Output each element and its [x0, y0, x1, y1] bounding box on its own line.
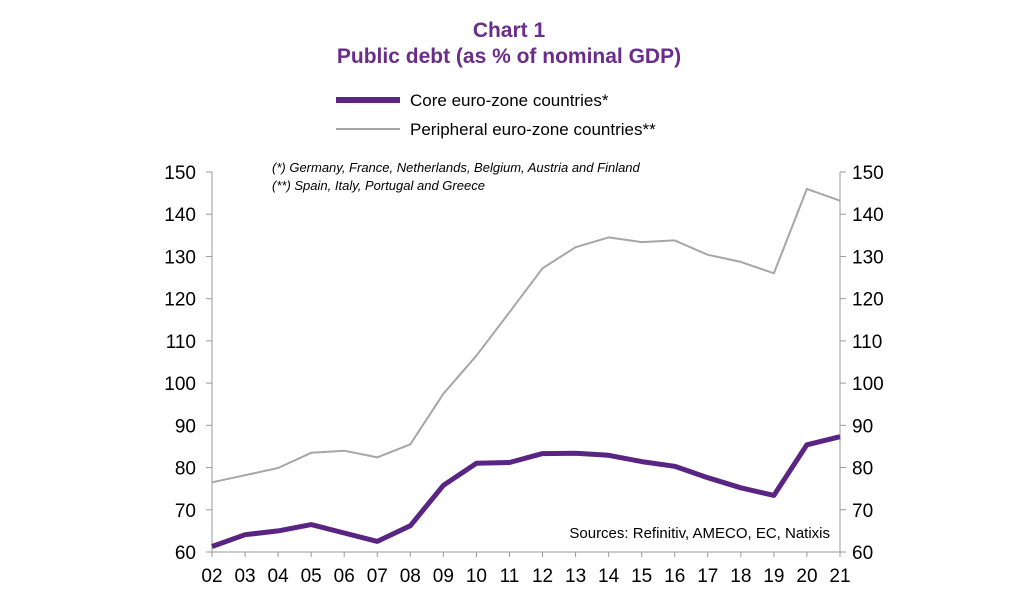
x-tick-label: 05 — [301, 566, 322, 587]
y-tick-label-right: 100 — [852, 374, 884, 395]
x-tick-label: 10 — [466, 566, 487, 587]
note-peripheral: (**) Spain, Italy, Portugal and Greece — [272, 178, 485, 193]
x-tick-label: 08 — [400, 566, 421, 587]
note-core: (*) Germany, France, Netherlands, Belgiu… — [272, 160, 641, 175]
y-axis-left-ticks: 60 70 80 90 100 110 120 130 140 150 — [164, 163, 212, 564]
y-tick-label-left: 120 — [164, 290, 196, 311]
x-axis-ticks: 02 03 04 05 06 07 08 09 10 11 12 13 14 15 16 17 18 19 20 21 — [201, 552, 851, 587]
source-note: Sources: Refinitiv, AMECO, EC, Natixis — [569, 525, 830, 542]
x-tick-label: 04 — [268, 566, 290, 587]
y-tick-label-left: 80 — [175, 459, 196, 480]
x-tick-label: 07 — [367, 566, 388, 587]
x-tick-label: 18 — [730, 566, 751, 587]
y-tick-label-left: 140 — [164, 205, 196, 226]
chart-title: Chart 1 — [472, 19, 546, 42]
y-tick-label-left: 70 — [175, 501, 196, 522]
chart-subtitle: Public debt (as % of nominal GDP) — [336, 45, 682, 68]
y-tick-label-left: 110 — [166, 332, 196, 353]
y-tick-label-left: 60 — [175, 543, 196, 564]
y-axis-right-ticks: 60 70 80 90 100 110 120 130 140 150 — [840, 163, 884, 564]
y-tick-label-right: 60 — [852, 543, 873, 564]
series-lines — [211, 187, 841, 549]
x-tick-label: 17 — [697, 566, 718, 587]
x-tick-label: 15 — [631, 566, 652, 587]
x-tick-label: 11 — [500, 566, 520, 587]
y-tick-label-left: 130 — [164, 247, 196, 268]
x-tick-label: 03 — [234, 566, 255, 587]
series-line-core — [211, 434, 841, 549]
y-tick-label-right: 110 — [852, 332, 882, 353]
y-tick-label-right: 80 — [852, 459, 873, 480]
legend: Core euro-zone countries* Peripheral eur… — [336, 91, 656, 139]
y-tick-label-right: 150 — [852, 163, 884, 184]
x-tick-label: 02 — [201, 566, 222, 587]
series-line-peripheral — [211, 187, 841, 484]
y-tick-label-right: 120 — [852, 290, 884, 311]
x-tick-label: 20 — [796, 566, 817, 587]
x-tick-label: 19 — [763, 566, 784, 587]
legend-label-core: Core euro-zone countries* — [410, 91, 609, 110]
x-tick-label: 09 — [433, 566, 454, 587]
x-tick-label: 16 — [664, 566, 685, 587]
y-tick-label-right: 130 — [852, 247, 884, 268]
y-tick-label-right: 70 — [852, 501, 873, 522]
x-tick-label: 21 — [829, 566, 850, 587]
y-tick-label-left: 90 — [175, 416, 196, 437]
y-tick-label-left: 100 — [164, 374, 196, 395]
x-tick-label: 06 — [334, 566, 355, 587]
x-tick-label: 14 — [598, 566, 620, 587]
axes — [211, 172, 841, 553]
x-tick-label: 13 — [565, 566, 586, 587]
y-tick-label-right: 140 — [852, 205, 884, 226]
y-tick-label-left: 150 — [164, 163, 196, 184]
y-tick-label-right: 90 — [852, 416, 873, 437]
x-tick-label: 12 — [532, 566, 553, 587]
legend-label-peripheral: Peripheral euro-zone countries** — [410, 120, 656, 139]
